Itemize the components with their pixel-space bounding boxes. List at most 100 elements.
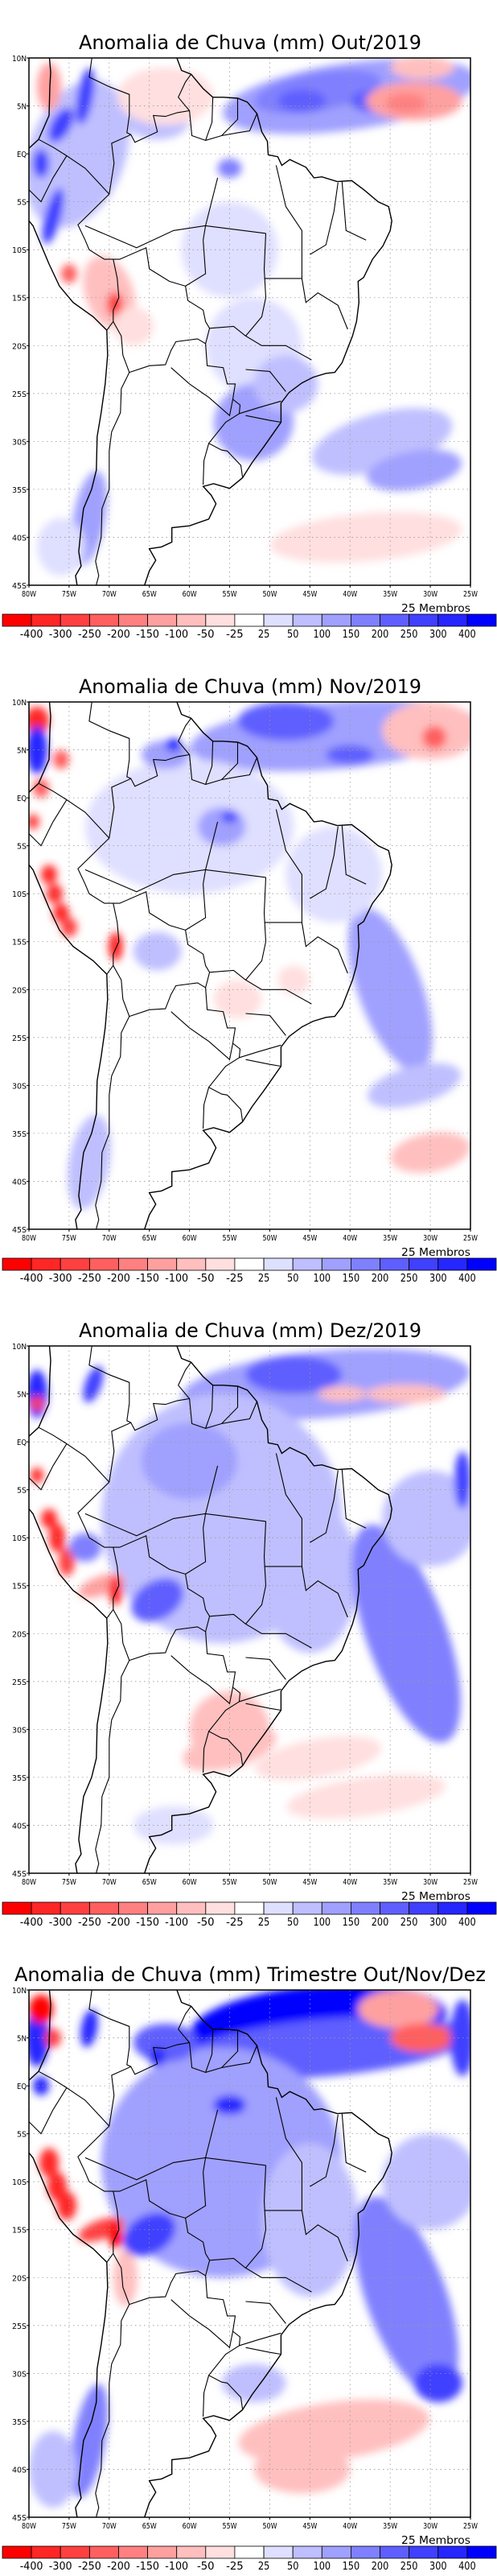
colorbar-label: 400 [458, 629, 476, 641]
colorbar-label: 400 [458, 2561, 476, 2573]
anomaly-contour [253, 2445, 351, 2494]
lon-tick-label: 40W [343, 1878, 357, 1887]
colorbar-swatch [263, 2545, 294, 2559]
colorbar-label: -25 [226, 1273, 244, 1285]
political-border [245, 1657, 286, 1680]
lon-tick-label: 25W [463, 590, 478, 599]
anomaly-contour [108, 931, 123, 961]
lat-tick-label: 5N [17, 2035, 27, 2044]
anomaly-contour [382, 1470, 470, 1567]
lat-tick-label: 15S [12, 295, 27, 303]
anomaly-contour [213, 2095, 246, 2115]
anomaly-contour [414, 2363, 462, 2403]
colorbar-swatch [292, 1901, 322, 1915]
colorbar-label: 150 [343, 2561, 360, 2573]
political-border [88, 58, 132, 135]
anomaly-contour [254, 1736, 382, 1781]
anomaly-contour [31, 1468, 43, 1484]
lon-tick-label: 55W [223, 1878, 237, 1887]
ensemble-members-label: 25 Membros [401, 603, 470, 615]
forecast-panel: Anomalia de Chuva (mm) Dez/2019 10N 5N EQ 5S… [0, 1288, 497, 1932]
colorbar-label: 100 [314, 1273, 331, 1285]
anomaly-contour [60, 918, 77, 937]
political-border [205, 741, 214, 785]
lon-tick-label: 30W [423, 590, 437, 599]
colorbar-swatch [409, 1901, 439, 1915]
lon-tick-label: 75W [62, 1234, 76, 1243]
lon-tick-label: 35W [383, 590, 397, 599]
anomaly-contour [33, 2076, 49, 2095]
colorbar-label: -150 [136, 1273, 159, 1285]
colorbar-swatch [409, 2545, 439, 2559]
anomaly-contour [197, 807, 246, 846]
lat-tick-label: 20S [12, 1630, 27, 1639]
political-border [341, 181, 367, 241]
anomaly-contour [41, 865, 57, 885]
political-border [209, 2257, 246, 2268]
anomaly-contour [213, 980, 262, 1018]
lat-tick-label: 15S [12, 1583, 27, 1591]
political-border [244, 877, 312, 1005]
ensemble-members-label: 25 Membros [401, 1891, 470, 1903]
lon-tick-label: 35W [383, 2522, 397, 2531]
colorbar-label: -250 [78, 1917, 101, 1929]
lon-tick-label: 65W [142, 1878, 157, 1887]
colorbar-swatch [31, 2545, 61, 2559]
political-border [129, 338, 206, 374]
political-border [129, 2270, 206, 2306]
lat-tick-label: 10S [12, 246, 27, 255]
political-border [285, 850, 348, 974]
political-border [203, 2375, 210, 2417]
colorbar-swatch [60, 2545, 90, 2559]
political-border [209, 969, 246, 980]
lat-tick-label: 20S [12, 2274, 27, 2283]
lon-tick-label: 70W [102, 1234, 117, 1243]
anomaly-contour [217, 159, 242, 178]
political-border [203, 1087, 210, 1129]
lat-tick-label: EQ [17, 2083, 27, 2091]
lat-tick-label: 35S [12, 1774, 27, 1783]
colorbar-swatch [380, 1901, 409, 1915]
colorbar-swatch [350, 1901, 380, 1915]
political-border [88, 1990, 132, 2067]
political-border [95, 321, 130, 585]
political-border [244, 1521, 312, 1649]
political-border [88, 1346, 132, 1423]
political-border [245, 2347, 281, 2355]
political-border [84, 225, 266, 249]
lat-tick-label: 40S [12, 534, 27, 543]
anomaly-contour [318, 1386, 367, 1402]
political-border [285, 206, 348, 330]
political-border [239, 1688, 281, 1703]
political-border [245, 1013, 286, 1036]
political-border [178, 2005, 192, 2043]
panel-title: Anomalia de Chuva (mm) Nov/2019 [79, 675, 421, 698]
political-border [341, 825, 367, 885]
rain-anomaly-map-panel: Anomalia de Chuva (mm) Dez/2019 10N 5N EQ 5S… [2, 1319, 497, 1929]
lon-tick-label: 80W [22, 590, 36, 599]
anomaly-contour [37, 518, 85, 576]
anomaly-contour [386, 93, 427, 113]
colorbar-label: 100 [314, 2561, 331, 2573]
political-border [245, 369, 286, 392]
colorbar-label: 300 [429, 2561, 447, 2573]
map-frame [28, 701, 471, 1230]
lon-tick-label: 50W [262, 2522, 277, 2531]
political-border [106, 902, 120, 975]
anomaly-contour [245, 1355, 343, 1394]
political-border [239, 1044, 281, 1059]
anomaly-contour [37, 62, 61, 111]
anomaly-contour [382, 2133, 470, 2230]
anomaly-contour [286, 1774, 446, 1819]
political-border [209, 325, 246, 336]
colorbar-label: -50 [197, 1273, 215, 1285]
colorbar-swatch [321, 1901, 351, 1915]
colorbar-swatch [437, 1257, 468, 1271]
colorbar-swatch [466, 1257, 497, 1271]
colorbar-label: -25 [226, 1917, 244, 1929]
lat-tick-label: 25S [12, 1678, 27, 1687]
lat-tick-label: 10N [12, 1343, 27, 1352]
colorbar-label: 250 [400, 629, 418, 641]
lat-tick-label: 15S [12, 2227, 27, 2235]
colorbar-label: -150 [136, 629, 159, 641]
